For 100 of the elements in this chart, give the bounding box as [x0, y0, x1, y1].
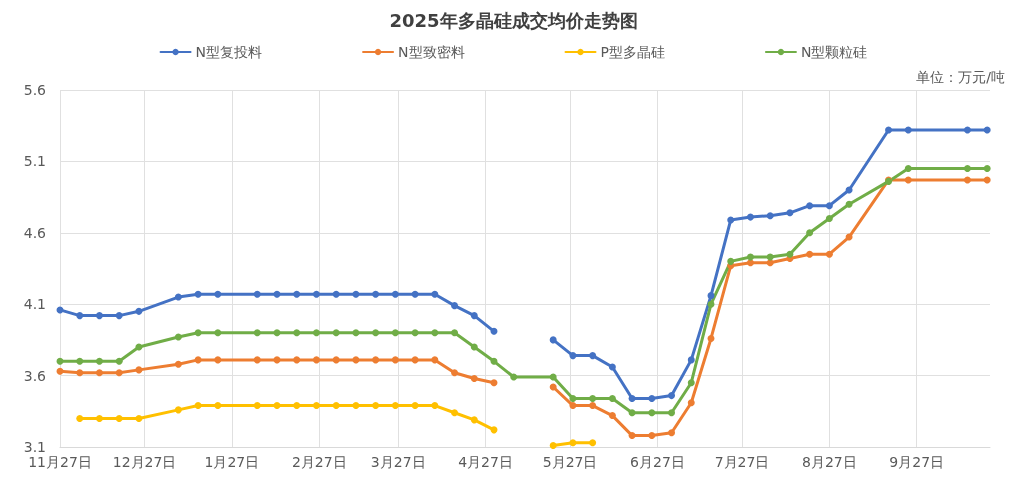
point — [628, 432, 636, 440]
point — [56, 367, 64, 375]
point — [569, 352, 577, 360]
x-tick-label: 3月27日 — [370, 454, 426, 470]
point — [135, 414, 143, 422]
x-tick-label: 8月27日 — [802, 454, 857, 470]
point — [451, 329, 459, 337]
point — [253, 402, 261, 410]
point — [589, 352, 597, 360]
point — [648, 432, 656, 440]
y-tick-label: 5.6 — [23, 82, 47, 98]
point — [253, 356, 261, 364]
point — [431, 329, 439, 337]
point — [214, 356, 222, 364]
point — [174, 293, 182, 301]
point — [174, 406, 182, 414]
point — [963, 165, 971, 173]
point — [372, 356, 380, 364]
point — [569, 394, 577, 402]
point — [95, 357, 103, 365]
point — [332, 329, 340, 337]
point — [569, 439, 577, 447]
point — [391, 402, 399, 410]
point — [746, 253, 754, 261]
point — [490, 357, 498, 365]
point — [312, 402, 320, 410]
point — [273, 402, 281, 410]
x-tick-label: 12月27日 — [112, 454, 177, 470]
point — [214, 402, 222, 410]
point — [214, 290, 222, 298]
point — [668, 409, 676, 417]
point — [372, 329, 380, 337]
point — [983, 176, 991, 184]
point — [983, 165, 991, 173]
point — [312, 290, 320, 298]
y-tick-label: 3.1 — [23, 439, 46, 455]
point — [95, 312, 103, 320]
point — [95, 369, 103, 377]
y-tick-label: 3.6 — [23, 367, 47, 384]
point — [806, 229, 814, 237]
point — [806, 250, 814, 258]
point — [628, 409, 636, 417]
point — [490, 379, 498, 387]
point — [845, 200, 853, 208]
point — [451, 302, 459, 310]
point — [115, 312, 123, 320]
point — [273, 290, 281, 298]
point — [648, 409, 656, 417]
point — [885, 126, 893, 134]
point — [194, 290, 202, 298]
legend-label: P型多晶硅 — [600, 44, 665, 60]
point — [194, 329, 202, 337]
point — [904, 165, 912, 173]
point — [352, 329, 360, 337]
point — [431, 290, 439, 298]
point — [451, 369, 459, 377]
legend-label: N型复投料 — [195, 44, 263, 60]
point — [825, 250, 833, 258]
point — [253, 290, 261, 298]
point — [668, 392, 676, 400]
point — [293, 402, 301, 410]
point — [786, 209, 794, 217]
point — [608, 363, 616, 371]
point — [786, 250, 794, 258]
point — [510, 373, 518, 381]
point — [332, 402, 340, 410]
point — [470, 416, 478, 424]
point — [293, 329, 301, 337]
point — [411, 329, 419, 337]
point — [628, 394, 636, 402]
point — [707, 300, 715, 308]
point — [76, 312, 84, 320]
point — [391, 290, 399, 298]
point — [253, 329, 261, 337]
point — [687, 356, 695, 364]
point — [135, 366, 143, 374]
point — [490, 327, 498, 335]
point — [332, 290, 340, 298]
legend-label: N型致密料 — [398, 44, 465, 60]
x-tick-label: 11月27日 — [28, 454, 92, 470]
point — [431, 356, 439, 364]
point — [549, 442, 557, 450]
point — [707, 334, 715, 342]
point — [451, 409, 459, 417]
point — [668, 429, 676, 437]
point — [589, 394, 597, 402]
point — [115, 357, 123, 365]
point — [352, 290, 360, 298]
point — [727, 216, 735, 224]
point — [312, 329, 320, 337]
x-tick-label: 2月27日 — [291, 454, 347, 470]
point — [983, 126, 991, 134]
point — [273, 329, 281, 337]
point — [352, 402, 360, 410]
point — [963, 176, 971, 184]
x-tick-label: 7月27日 — [714, 454, 770, 470]
point — [76, 357, 84, 365]
point — [687, 379, 695, 387]
legend-label: N型颗粒硅 — [800, 44, 868, 60]
point — [727, 257, 735, 265]
